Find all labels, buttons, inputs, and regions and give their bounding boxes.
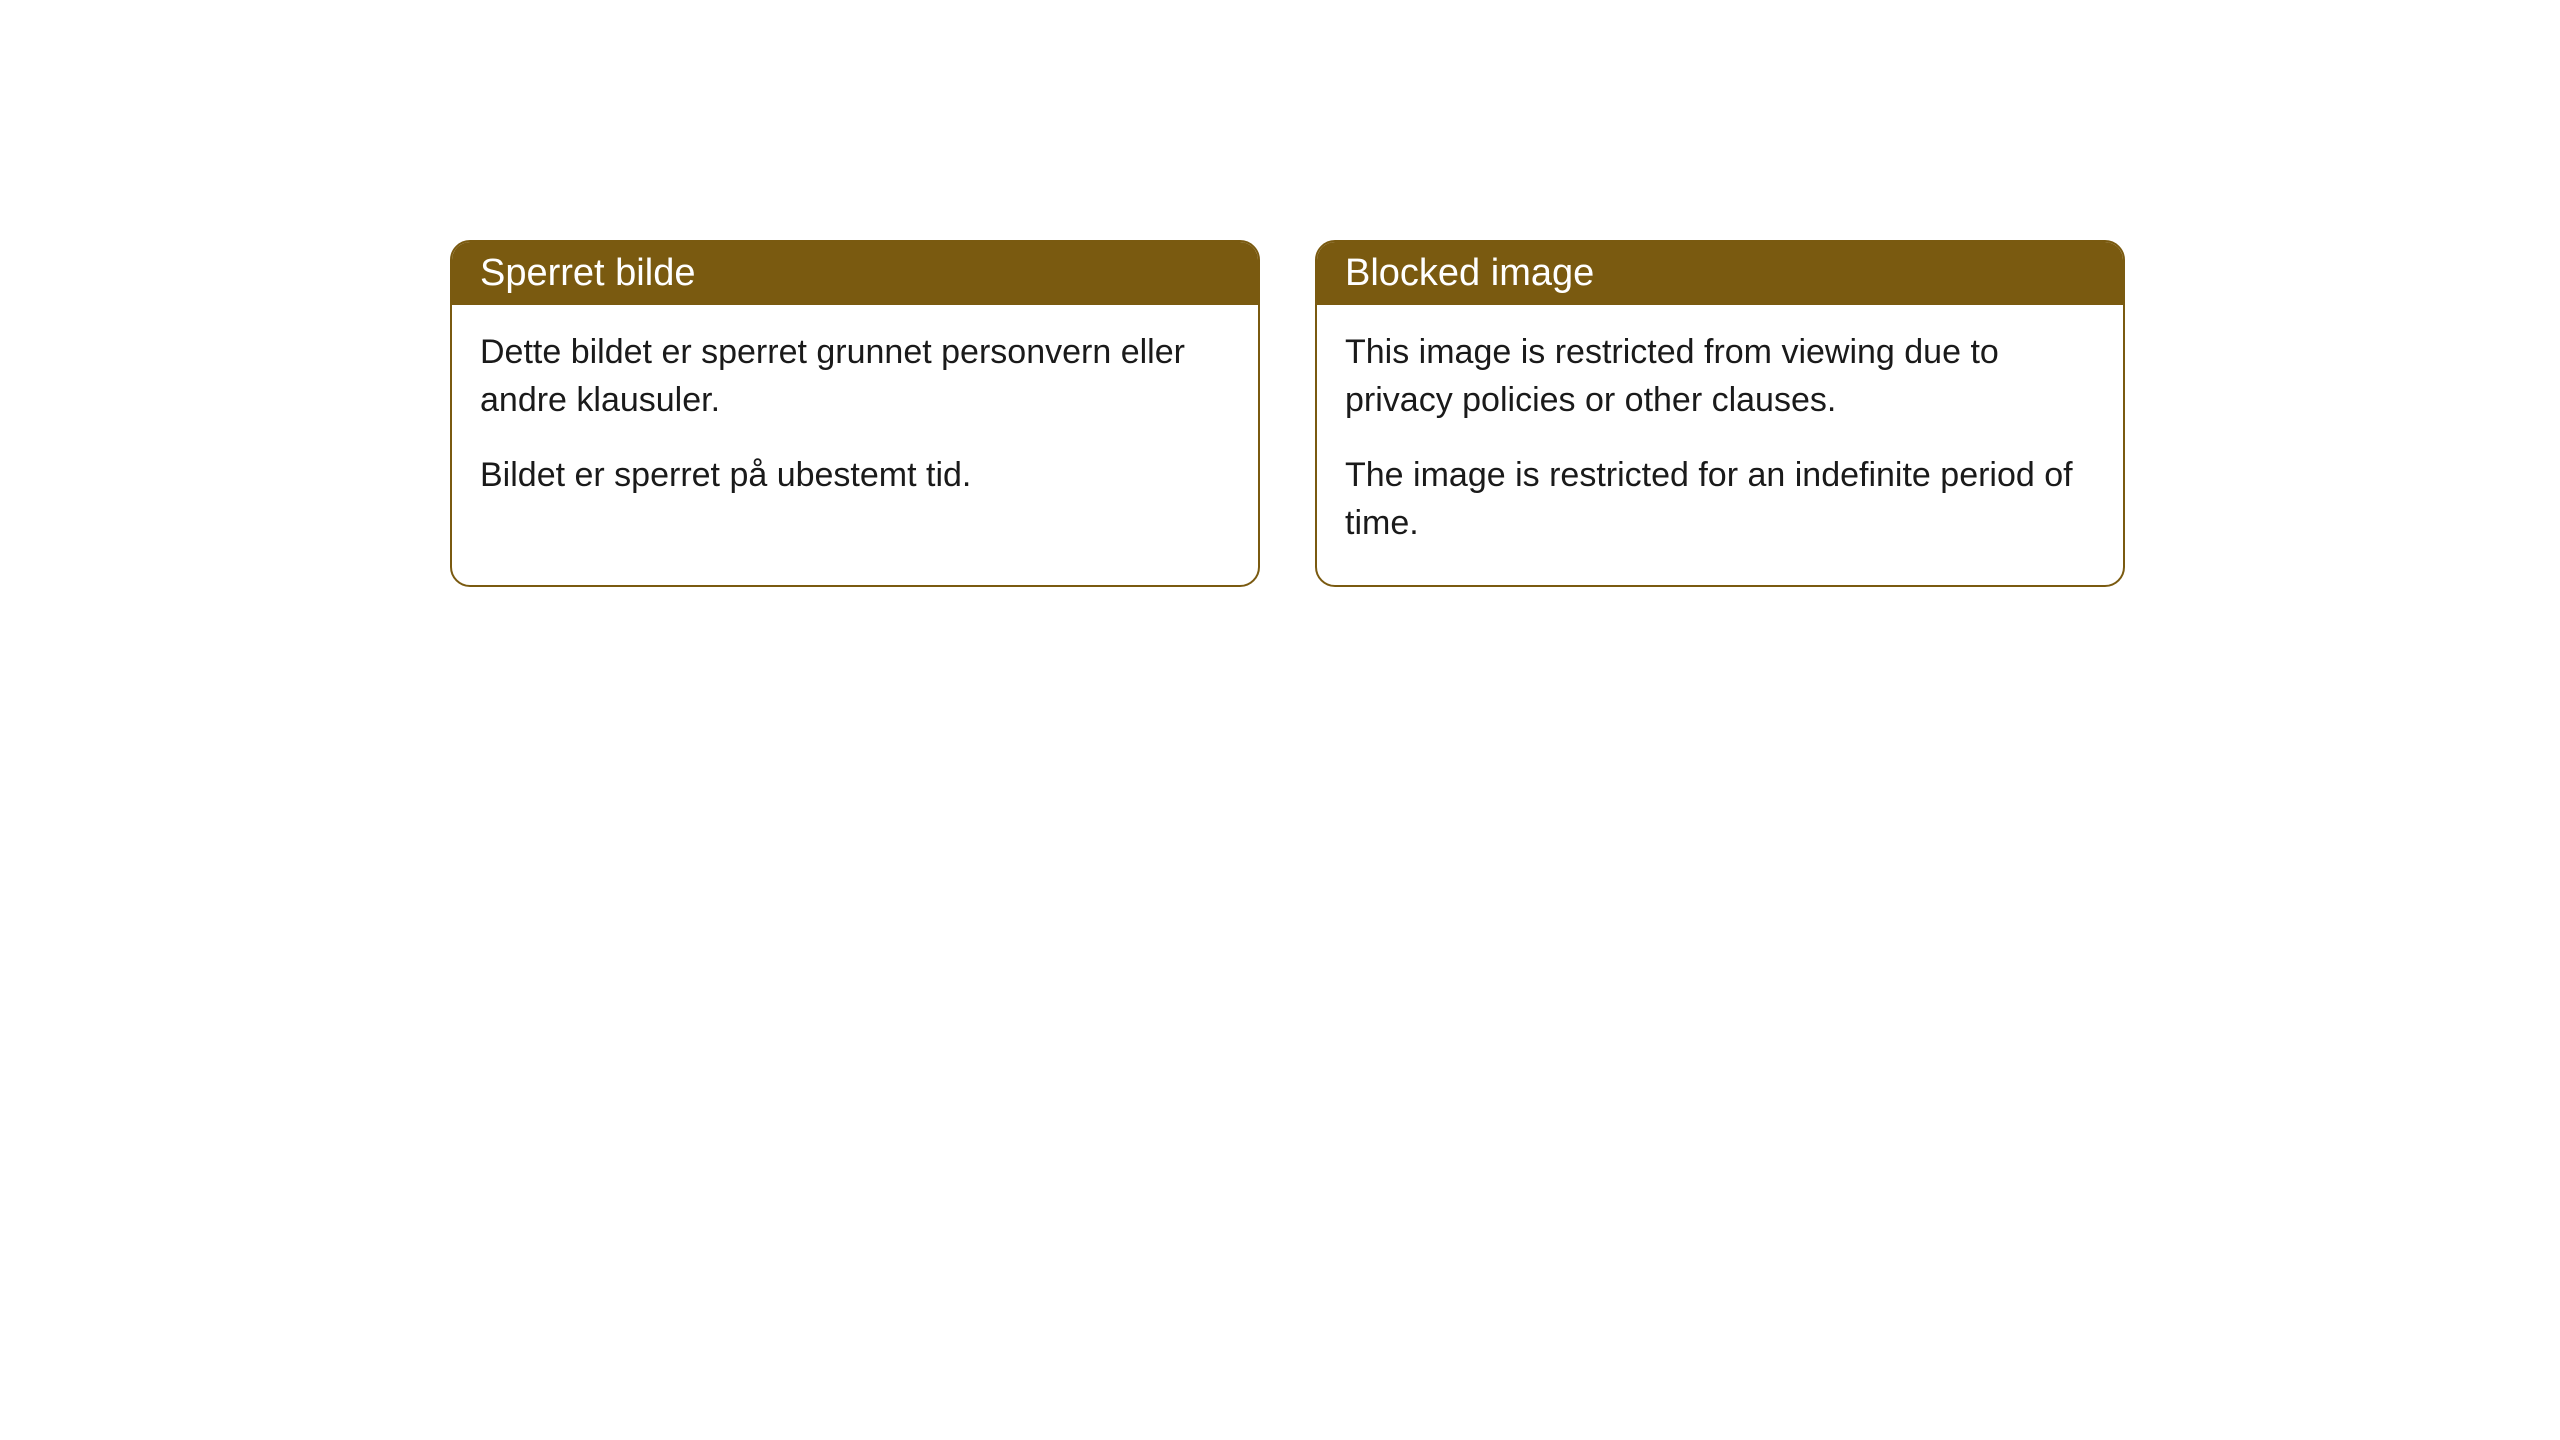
card-title: Sperret bilde [480, 252, 695, 294]
blocked-image-card-norwegian: Sperret bilde Dette bildet er sperret gr… [450, 240, 1260, 587]
card-body: This image is restricted from viewing du… [1317, 305, 2123, 585]
card-header: Sperret bilde [452, 242, 1258, 305]
card-body: Dette bildet er sperret grunnet personve… [452, 305, 1258, 538]
card-paragraph: The image is restricted for an indefinit… [1345, 452, 2095, 547]
card-paragraph: This image is restricted from viewing du… [1345, 329, 2095, 424]
card-paragraph: Dette bildet er sperret grunnet personve… [480, 329, 1230, 424]
card-header: Blocked image [1317, 242, 2123, 305]
card-title: Blocked image [1345, 252, 1594, 294]
blocked-image-card-english: Blocked image This image is restricted f… [1315, 240, 2125, 587]
notice-cards-container: Sperret bilde Dette bildet er sperret gr… [450, 240, 2125, 587]
card-paragraph: Bildet er sperret på ubestemt tid. [480, 452, 1230, 500]
